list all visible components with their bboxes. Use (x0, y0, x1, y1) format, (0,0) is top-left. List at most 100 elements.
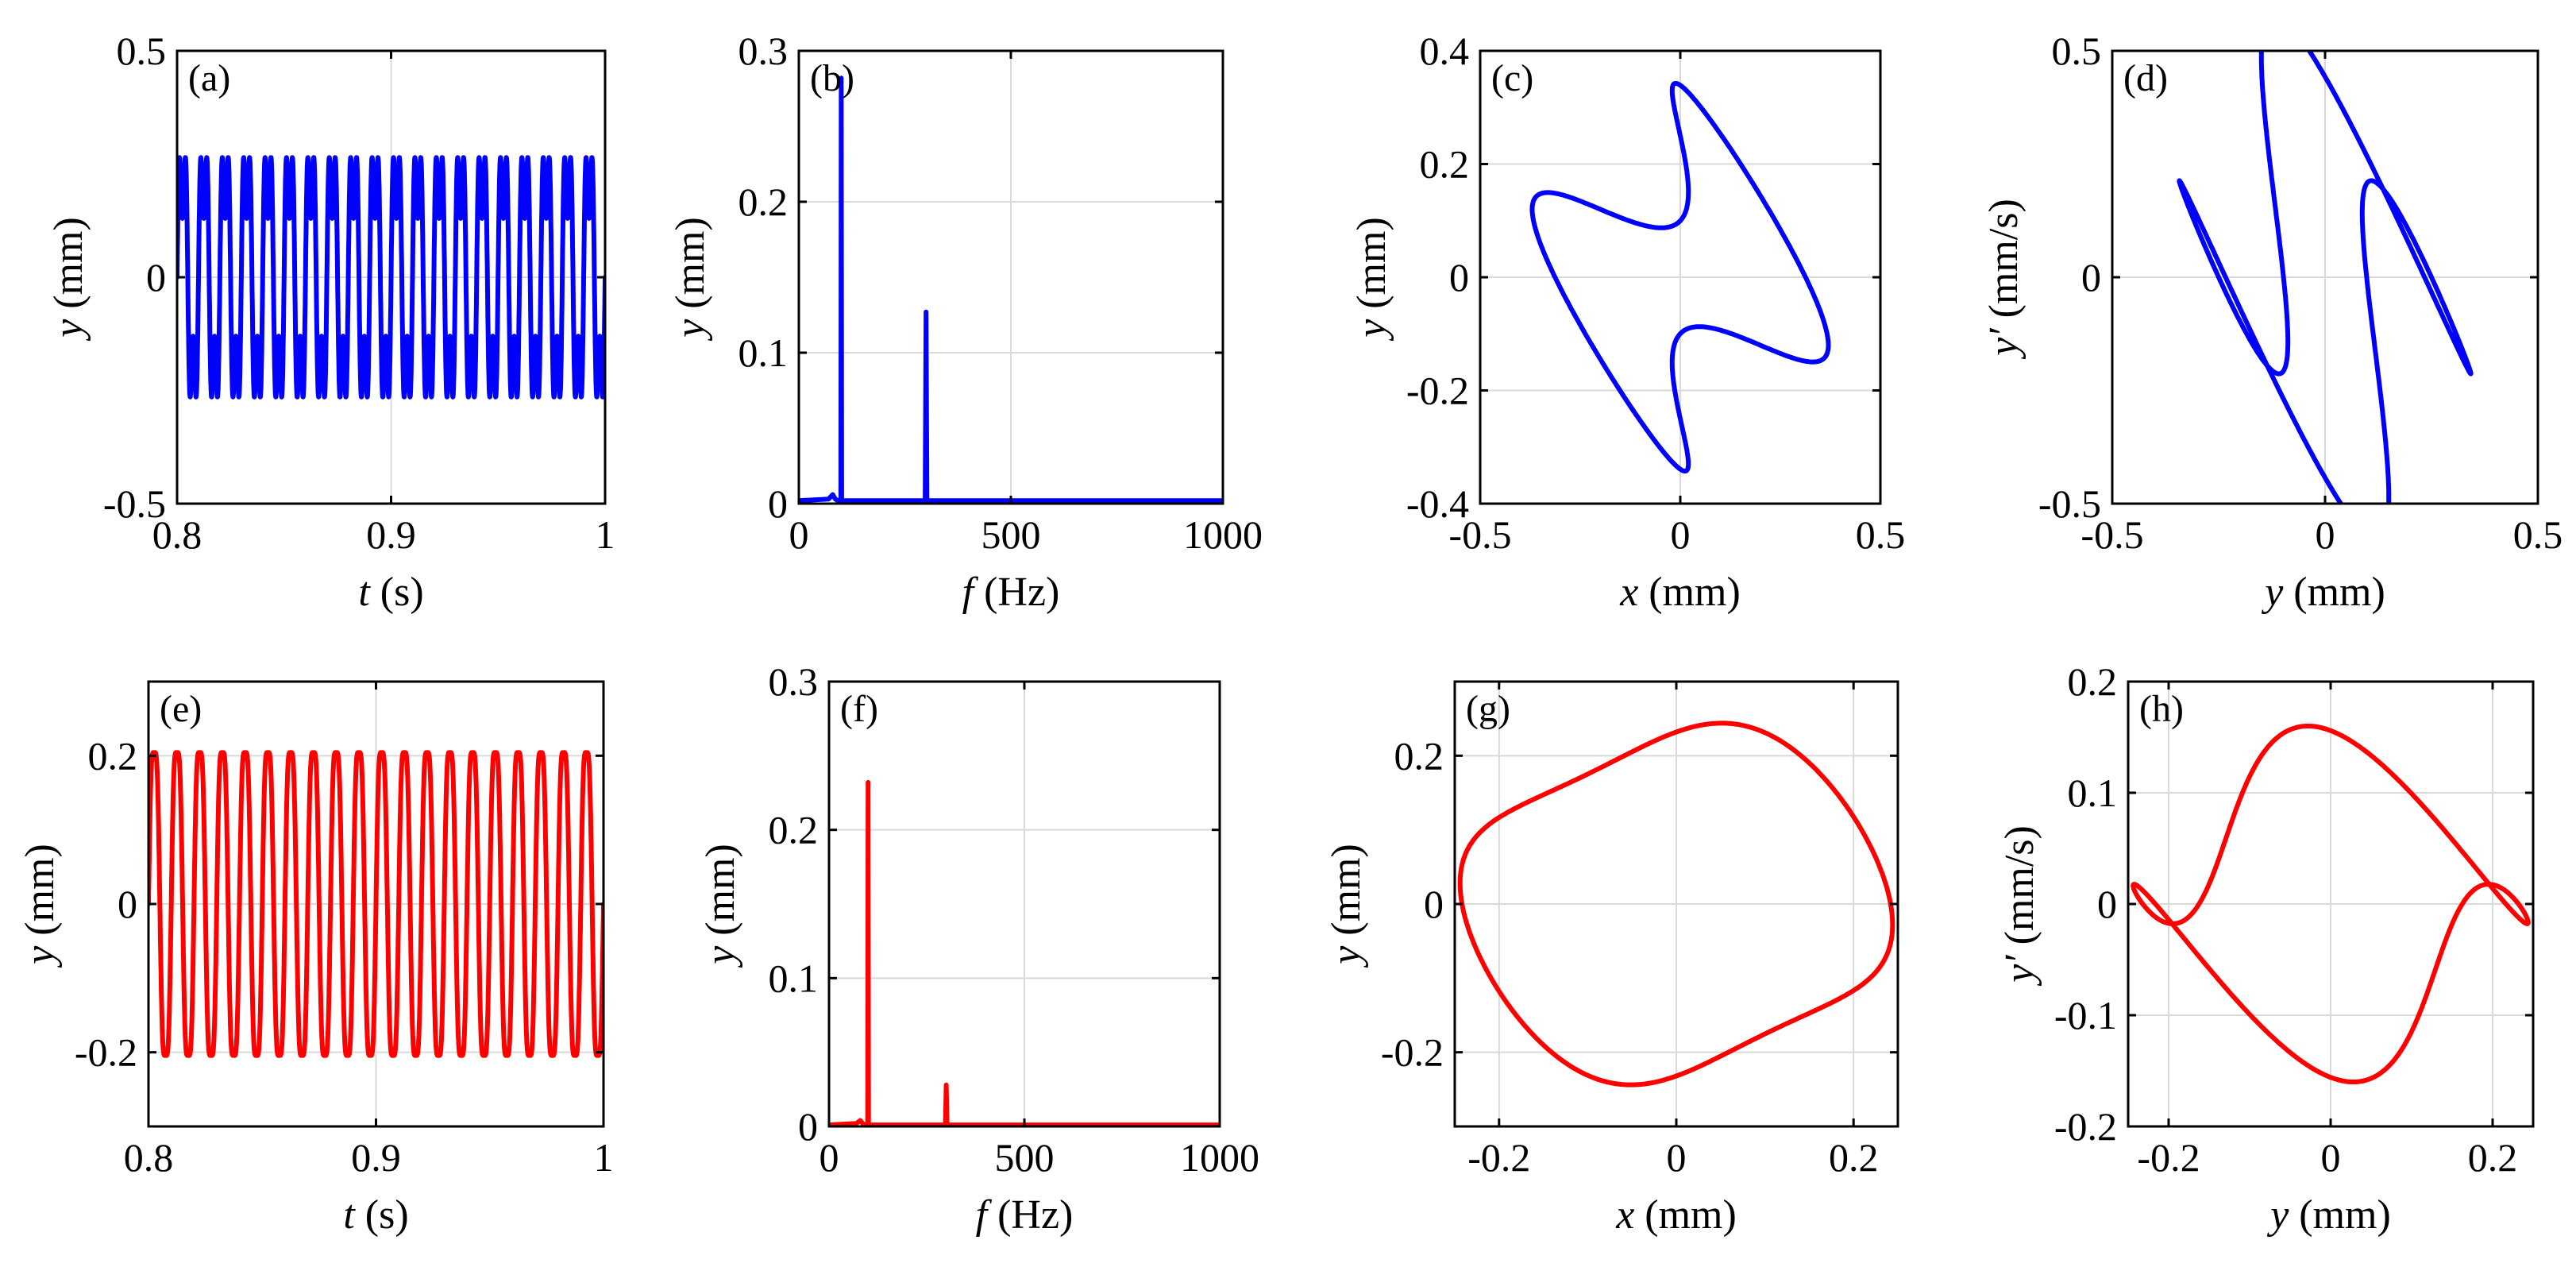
y-tick-label: -0.4 (1406, 481, 1469, 526)
series-line-orbit (1457, 720, 1895, 1087)
x-axis-variable: t (343, 1192, 356, 1238)
x-tick-label: 0.8 (152, 512, 202, 557)
series-line-spectrum (829, 779, 1220, 1126)
subplot-b: 0 500 1000 0 0.1 0.2 0.3 (b) f (Hz) y (mm) (668, 29, 1263, 615)
y-tick-label: 0.4 (1420, 29, 1470, 73)
y-axis-variable: y (1324, 945, 1369, 968)
x-axis-label: t (s) (343, 1192, 408, 1238)
y-axis-unit: (mm/s) (1997, 825, 2042, 955)
y-tick-label: 0 (2097, 882, 2117, 926)
x-tick-label: 500 (981, 512, 1041, 557)
x-tick-label: 0.9 (351, 1135, 401, 1180)
x-tick-label: -0.2 (2137, 1135, 2200, 1180)
subplot-a: 0.8 0.9 1 -0.5 0 0.5 (a) t (s) y (mm) (46, 29, 615, 615)
x-tick-label: 0.5 (1856, 512, 1906, 557)
y-tick-label: 0.3 (738, 29, 789, 73)
y-axis-variable: y′ (1997, 954, 2042, 987)
y-axis-variable: y (698, 945, 743, 968)
x-tick-label: 0.5 (2513, 512, 2563, 557)
y-axis-unit: (mm) (1324, 844, 1369, 946)
x-tick-label: 1 (596, 512, 615, 557)
y-tick-label: -0.2 (1406, 369, 1469, 413)
series-line-yt (177, 155, 605, 400)
subplot-f: 0 500 1000 0 0.1 0.2 0.3 (f) f (Hz) y (mm) (698, 659, 1259, 1238)
x-axis-variable: t (358, 570, 371, 615)
x-axis-unit: (Hz) (974, 570, 1059, 615)
x-axis-variable: x (1619, 570, 1638, 615)
panel-label: (b) (810, 57, 854, 99)
y-tick-label: 0.1 (738, 330, 789, 375)
y-tick-label: 0.1 (769, 956, 819, 1000)
y-tick-label: 0.2 (88, 733, 138, 778)
subplot-d: -0.5 0 0.5 -0.5 0 0.5 (d) y (mm) y′ (mm/s) (1981, 29, 2563, 615)
x-axis-variable: y (2266, 1192, 2289, 1238)
y-axis-variable: y (46, 319, 91, 342)
panel-label: (a) (188, 57, 230, 99)
y-axis-variable: y (17, 945, 63, 968)
y-axis-label: y (mm) (668, 217, 713, 342)
series-line-orbit (1529, 80, 1831, 474)
y-tick-label: 0 (1449, 255, 1469, 299)
y-tick-label: -0.2 (1381, 1030, 1444, 1075)
y-tick-label: 0.2 (1420, 142, 1470, 187)
x-tick-label: 0 (789, 512, 809, 557)
x-tick-label: 0 (1667, 1135, 1687, 1180)
x-axis-label: y (mm) (2266, 1192, 2391, 1238)
y-tick-label: -0.2 (75, 1030, 137, 1075)
y-axis-label: y (mm) (17, 844, 63, 968)
subplot-c: -0.5 0 0.5-0.4-0.200.20.4(c)x (mm)y (mm) (1349, 29, 1905, 615)
x-tick-label: -0.5 (2080, 512, 2143, 557)
x-axis-label: x (mm) (1615, 1192, 1737, 1238)
y-tick-label: 0.2 (2068, 659, 2118, 704)
panel-label: (g) (1466, 688, 1510, 730)
panel-label: (f) (840, 688, 878, 730)
subplot-h: -0.2 0 0.2 -0.2 -0.1 0 0.1 0.2 (h) y (mm) y′ (mm/s… (1997, 659, 2535, 1238)
x-tick-label: 0 (819, 1135, 839, 1180)
y-tick-label: 0 (118, 882, 137, 926)
x-tick-label: 0.9 (366, 512, 416, 557)
x-axis-variable: x (1615, 1192, 1634, 1238)
y-tick-label: 0 (2081, 255, 2101, 299)
x-tick-label: 500 (995, 1135, 1055, 1180)
x-axis-unit: (mm) (1638, 570, 1741, 615)
y-tick-label: 0 (146, 255, 166, 299)
x-tick-label: 1000 (1180, 1135, 1259, 1180)
panel-label: (h) (2139, 688, 2184, 730)
x-tick-label: 0.2 (1829, 1135, 1879, 1180)
y-tick-label: -0.1 (2054, 993, 2117, 1037)
x-tick-label: 0 (2321, 1135, 2341, 1180)
y-axis-label: y (mm) (698, 844, 743, 968)
series-line-phase (2131, 724, 2531, 1084)
y-tick-label: 0.3 (769, 659, 819, 704)
x-axis-unit: (mm) (1634, 1192, 1737, 1238)
y-tick-label: 0 (768, 481, 788, 526)
y-axis-unit: (mm) (698, 844, 743, 946)
series-line-phase (2177, 51, 2474, 504)
y-axis-unit: (mm) (1349, 217, 1394, 319)
y-axis-unit: (mm) (46, 217, 91, 319)
panel-label: (e) (160, 688, 202, 730)
y-axis-label: y′ (mm/s) (1981, 199, 2026, 360)
y-axis-unit: (mm) (17, 844, 63, 946)
x-axis-unit: (s) (370, 570, 424, 615)
y-axis-label: y (mm) (1349, 217, 1394, 342)
x-tick-label: -0.5 (1448, 512, 1511, 557)
y-axis-variable: y (1349, 319, 1394, 342)
x-axis-label: f (Hz) (962, 570, 1060, 615)
x-tick-label: 0.2 (2468, 1135, 2518, 1180)
y-tick-label: -0.5 (2038, 481, 2101, 526)
x-axis-unit: (Hz) (987, 1192, 1073, 1238)
x-axis-variable: y (2261, 570, 2284, 615)
y-tick-label: 0.1 (2068, 771, 2118, 815)
subplot-g: -0.2 0 0.2-0.200.2(g)x (mm)y (mm) (1324, 680, 1899, 1238)
x-tick-label: -0.2 (1467, 1135, 1530, 1180)
x-axis-label: x (mm) (1619, 570, 1741, 615)
panel-label: (d) (2123, 57, 2168, 99)
y-axis-variable: y (668, 319, 713, 342)
y-tick-label: 0.2 (1394, 733, 1444, 778)
y-axis-label: y (mm) (1324, 844, 1369, 968)
series-line-spectrum (799, 75, 1223, 504)
y-axis-unit: (mm) (668, 217, 713, 319)
y-tick-label: -0.2 (2054, 1104, 2117, 1149)
